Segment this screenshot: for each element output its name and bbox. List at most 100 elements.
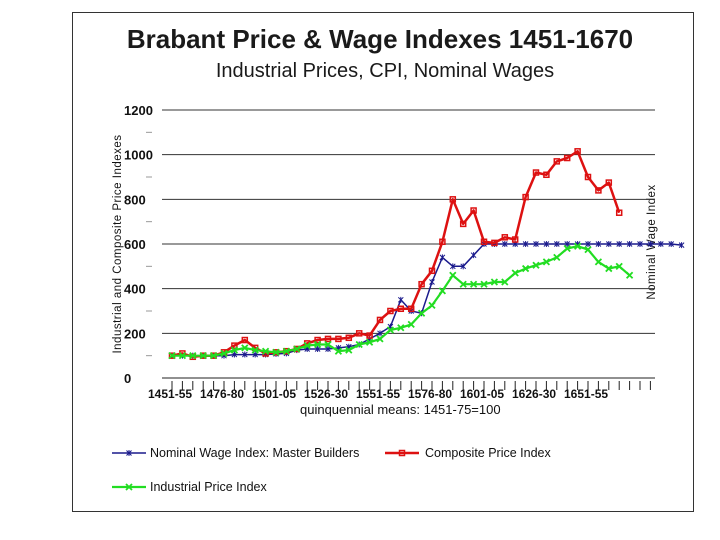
legend-marker-industrial <box>125 483 133 491</box>
data-point-industrial <box>542 258 551 266</box>
data-point-industrial <box>573 242 582 250</box>
data-point-composite <box>366 332 373 339</box>
data-point-composite <box>418 280 425 288</box>
data-point-industrial <box>397 324 405 332</box>
data-point-industrial <box>168 352 176 360</box>
data-point-composite <box>241 336 249 344</box>
chart-subtitle: Industrial Prices, CPI, Nominal Wages <box>215 60 555 82</box>
data-point-composite <box>407 305 415 313</box>
data-point-industrial <box>459 280 467 288</box>
data-point-composite <box>449 196 457 203</box>
data-point-industrial <box>584 245 592 254</box>
data-point-wage <box>501 241 508 247</box>
data-point-industrial <box>293 345 301 353</box>
data-point-composite <box>231 342 238 349</box>
data-point-industrial <box>428 301 436 310</box>
data-point-wage <box>470 252 477 259</box>
data-point-composite <box>480 238 488 246</box>
data-point-industrial <box>417 309 426 317</box>
data-point-wage <box>657 241 664 247</box>
data-point-composite <box>501 234 509 241</box>
data-point-industrial <box>490 278 499 286</box>
data-point-wage <box>595 241 602 247</box>
data-point-industrial <box>345 346 353 354</box>
data-point-industrial <box>261 347 270 355</box>
data-point-industrial <box>355 340 363 349</box>
data-point-industrial <box>469 280 478 288</box>
x-tick-label: 1476-80 <box>200 387 244 401</box>
data-point-composite <box>470 207 477 214</box>
data-point-industrial <box>532 261 540 269</box>
chart-title: Brabant Price & Wage Indexes 1451-1670 <box>126 24 634 54</box>
data-point-wage <box>460 263 467 270</box>
data-point-industrial <box>521 264 530 273</box>
legend-label-composite: Composite Price Index <box>425 446 551 460</box>
data-point-wage <box>439 254 446 261</box>
y-tick-label: 1000 <box>124 148 153 163</box>
data-point-industrial <box>303 341 311 350</box>
data-point-composite <box>532 169 540 176</box>
y-tick-label: 200 <box>124 326 146 341</box>
data-point-industrial <box>501 278 509 286</box>
data-point-wage <box>449 263 456 270</box>
data-point-composite <box>387 307 394 315</box>
data-point-composite <box>491 239 498 247</box>
slide-frame <box>72 12 694 512</box>
data-point-composite <box>522 193 529 201</box>
data-point-industrial <box>220 349 228 358</box>
data-point-composite <box>605 179 613 186</box>
x-tick-label: 1526-30 <box>304 387 348 401</box>
x-tick-label: 1651-55 <box>564 387 608 401</box>
y-tick-label: 1200 <box>124 103 153 118</box>
data-point-wage <box>605 241 612 247</box>
data-point-composite <box>584 173 592 181</box>
series-line-composite <box>171 150 621 359</box>
data-point-industrial <box>324 340 332 349</box>
data-point-industrial <box>480 280 488 288</box>
data-point-composite <box>595 187 602 194</box>
data-point-composite <box>511 236 519 243</box>
x-tick-label: 1576-80 <box>408 387 452 401</box>
data-point-industrial <box>241 344 249 352</box>
data-point-wage <box>637 241 643 247</box>
data-point-industrial <box>438 287 447 295</box>
data-point-composite <box>574 148 581 155</box>
data-point-wage <box>241 351 248 358</box>
x-tick-label: 1626-30 <box>512 387 556 401</box>
data-point-industrial <box>563 244 571 253</box>
data-point-composite <box>324 335 332 343</box>
data-point-wage <box>647 241 654 247</box>
data-point-industrial <box>272 348 280 356</box>
data-point-composite <box>563 154 571 162</box>
data-point-composite <box>376 316 384 324</box>
data-point-industrial <box>313 340 322 349</box>
data-point-industrial <box>199 352 207 360</box>
data-point-composite <box>543 171 550 179</box>
y-tick-label: 600 <box>124 237 146 252</box>
data-point-wage <box>585 241 591 247</box>
data-point-industrial <box>376 335 384 343</box>
data-point-wage <box>616 241 623 247</box>
data-point-composite <box>335 335 342 343</box>
data-point-industrial <box>251 346 259 354</box>
data-point-industrial <box>189 352 197 360</box>
legend-marker-composite <box>398 449 406 457</box>
data-point-composite <box>355 330 363 337</box>
data-point-composite <box>553 158 561 165</box>
data-point-wage <box>553 241 560 247</box>
series-line-wage <box>172 243 682 357</box>
data-point-industrial <box>594 258 603 266</box>
data-point-industrial <box>230 346 239 354</box>
data-point-composite <box>397 305 405 313</box>
y-tick-label: 400 <box>124 282 146 297</box>
data-point-wage <box>533 241 539 247</box>
data-point-wage <box>678 242 685 249</box>
data-point-wage <box>522 241 529 247</box>
data-point-industrial <box>407 320 415 329</box>
x-axis-label: quinquennial means: 1451-75=100 <box>300 402 501 417</box>
data-point-industrial <box>209 352 218 360</box>
x-tick-label: 1551-55 <box>356 387 400 401</box>
data-point-wage <box>543 241 550 247</box>
legend-label-industrial: Industrial Price Index <box>150 480 267 494</box>
